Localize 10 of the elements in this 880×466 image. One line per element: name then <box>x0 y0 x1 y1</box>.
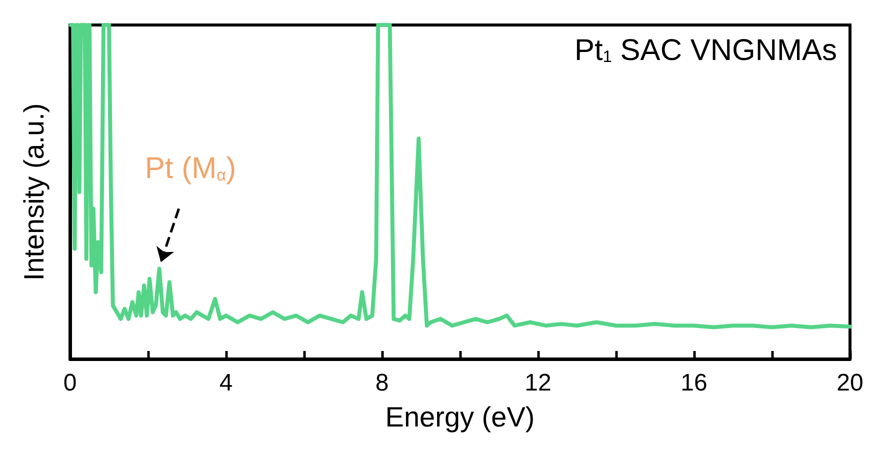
x-tick-label: 12 <box>524 370 552 396</box>
x-tick-label: 16 <box>680 370 708 396</box>
x-tick-label: 4 <box>219 370 233 396</box>
x-tick-label: 20 <box>836 370 864 396</box>
x-tick-label: 8 <box>375 370 389 396</box>
chart-title: Pt1 SAC VNGNMAs <box>574 34 837 67</box>
x-axis-title: Energy (eV) <box>385 402 535 432</box>
y-axis-title: Intensity (a.u.) <box>18 103 50 281</box>
x-tick-label: 0 <box>63 370 77 396</box>
annotation: Pt (Mα) <box>144 152 236 186</box>
